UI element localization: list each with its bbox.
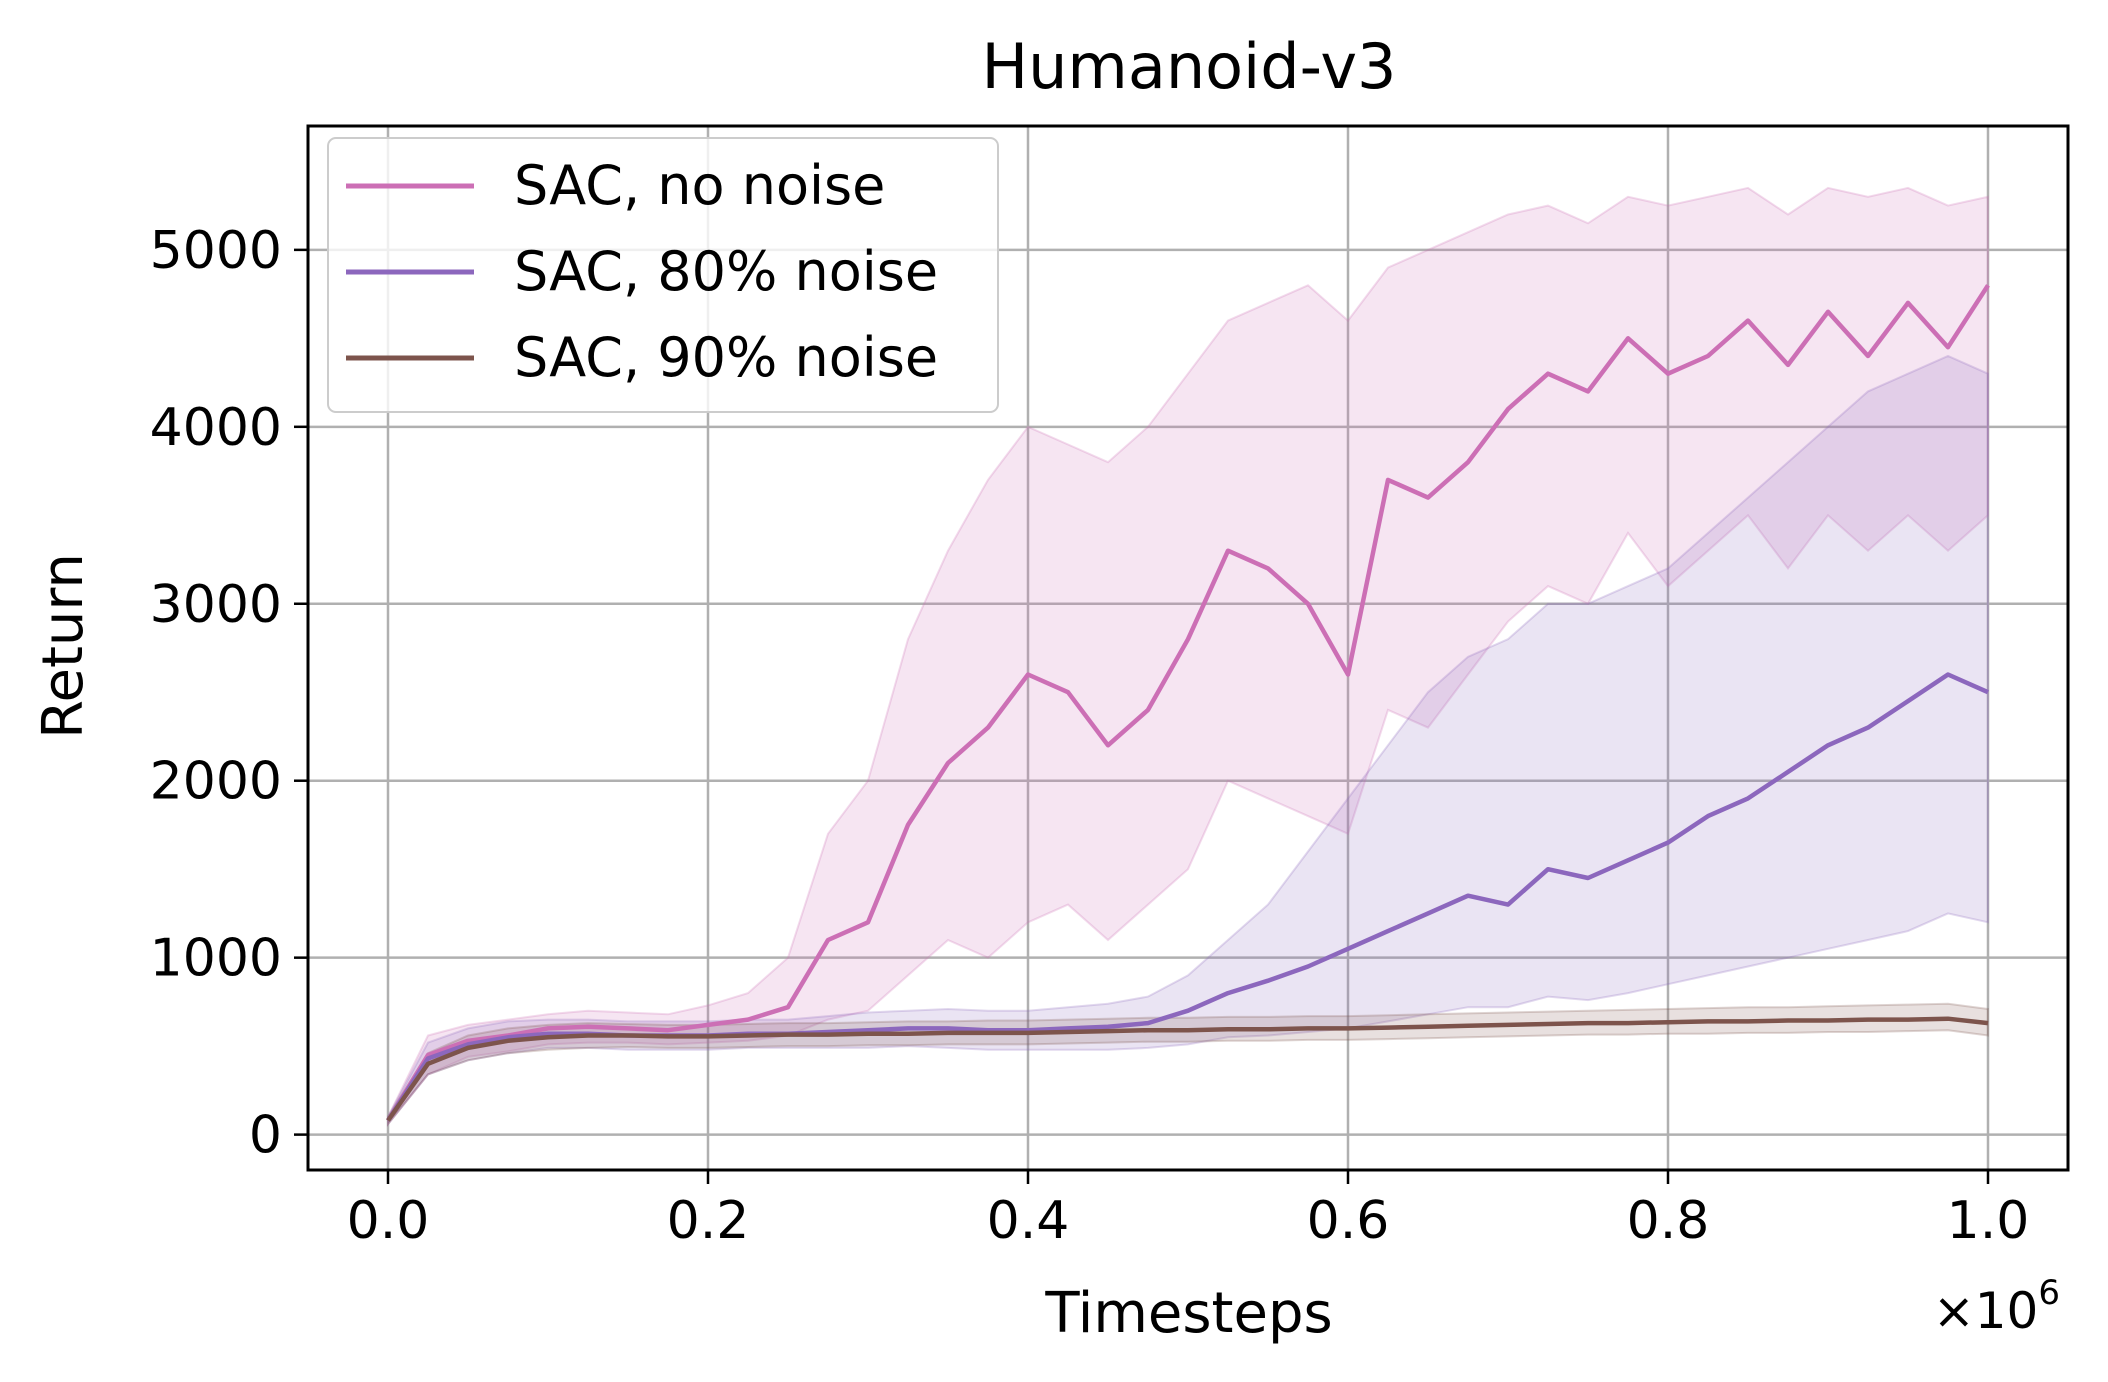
confidence-band-series-1 bbox=[387, 186, 1989, 1127]
x-tick-label: 1.0 bbox=[1947, 1191, 2030, 1251]
legend-box bbox=[327, 137, 999, 413]
chart-title: Humanoid-v3 bbox=[982, 30, 1397, 103]
x-axis-ticks: 0.0 0.2 0.4 0.6 0.8 1.0 bbox=[347, 1170, 2030, 1251]
x-axis-label: Timesteps bbox=[1044, 1281, 1332, 1346]
line-series-1 bbox=[386, 284, 1990, 1122]
x-tick-label: 0.6 bbox=[1307, 1191, 1390, 1251]
y-tick-label: 0 bbox=[249, 1106, 282, 1166]
legend-label-series-1: SAC, no noise bbox=[514, 154, 885, 217]
y-tick-label: 4000 bbox=[150, 398, 282, 458]
x-scale-base: ×10 bbox=[1933, 1282, 2039, 1340]
line-series-3 bbox=[386, 1016, 1989, 1122]
plot-frame bbox=[306, 124, 2070, 1172]
y-tick-label: 3000 bbox=[150, 575, 282, 635]
legend: SAC, no noise SAC, 80% noise SAC, 90% nois… bbox=[327, 137, 999, 413]
y-tick-label: 5000 bbox=[150, 221, 282, 281]
y-axis-ticks: 0 1000 2000 3000 4000 5000 bbox=[150, 221, 308, 1166]
grid-lines bbox=[308, 126, 2068, 1170]
legend-label-series-2: SAC, 80% noise bbox=[514, 240, 938, 303]
x-tick-label: 0.0 bbox=[347, 1191, 430, 1251]
x-tick-label: 0.2 bbox=[667, 1191, 750, 1251]
legend-label-series-3: SAC, 90% noise bbox=[514, 326, 938, 389]
x-tick-label: 0.8 bbox=[1627, 1191, 1710, 1251]
confidence-band-series-2 bbox=[387, 354, 1989, 1127]
x-scale-exponent: 6 bbox=[2038, 1273, 2060, 1313]
series-lines bbox=[386, 284, 1990, 1122]
y-tick-label: 1000 bbox=[150, 929, 282, 989]
y-axis-label: Return bbox=[31, 553, 96, 739]
y-tick-label: 2000 bbox=[150, 752, 282, 812]
x-axis-scale-factor: ×106 bbox=[1933, 1273, 2060, 1340]
x-tick-label: 0.4 bbox=[987, 1191, 1070, 1251]
